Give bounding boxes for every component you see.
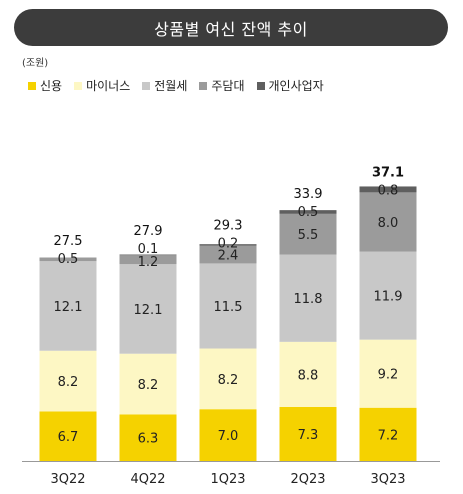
- data-label: 11.5: [214, 300, 243, 315]
- data-label: 0.1: [138, 242, 159, 257]
- data-label: 12.1: [54, 300, 83, 315]
- legend-item: 개인사업자: [256, 77, 324, 94]
- data-label: 8.2: [138, 378, 159, 393]
- data-label: 6.3: [138, 432, 159, 447]
- bar-segment: [39, 261, 97, 351]
- data-label: 9.2: [378, 368, 399, 383]
- bar-segment: [199, 348, 257, 410]
- legend-label: 개인사업자: [268, 79, 324, 93]
- bar-segment: [119, 414, 177, 461]
- legend-swatch: [74, 81, 83, 90]
- bar-segment: [199, 244, 257, 246]
- legend-label: 신용: [40, 79, 63, 93]
- x-tick-label: 3Q23: [370, 472, 405, 487]
- data-label: 1.2: [138, 255, 159, 270]
- data-label: 11.9: [374, 290, 403, 305]
- bar-segment: [279, 406, 337, 461]
- data-label: 7.2: [378, 428, 399, 443]
- bar-segment: [199, 245, 257, 264]
- legend-swatch: [199, 81, 208, 90]
- bar-segment: [199, 409, 257, 461]
- legend-label: 전월세: [154, 79, 188, 93]
- legend: 신용 마이너스 전월세 주담대 개인사업자: [28, 77, 324, 94]
- legend-item: 전월세: [142, 77, 187, 94]
- bar-segment: [279, 210, 337, 214]
- legend-label: 주담대: [211, 79, 245, 93]
- bar-segment: [279, 254, 337, 342]
- bar-segment: [39, 257, 97, 262]
- x-tick-label: 3Q22: [50, 472, 85, 487]
- bar-segment: [119, 353, 177, 415]
- bar-segment: [359, 251, 417, 340]
- total-label: 27.9: [134, 224, 163, 239]
- data-label: 2.4: [218, 249, 239, 264]
- bar-segment: [119, 264, 177, 354]
- total-label: 29.3: [214, 219, 243, 234]
- data-label: 8.2: [218, 373, 239, 388]
- data-label: 8.2: [58, 375, 79, 390]
- x-tick-label: 4Q22: [130, 472, 165, 487]
- bar-segment: [199, 263, 257, 349]
- data-label: 8.8: [298, 368, 319, 383]
- bar-segment: [119, 255, 177, 265]
- data-label: 7.0: [218, 429, 239, 444]
- total-label: 33.9: [294, 187, 323, 202]
- data-label: 11.8: [294, 292, 323, 307]
- bar-segment: [359, 339, 417, 408]
- unit-label: (조원): [22, 58, 49, 69]
- bar-segment: [279, 213, 337, 255]
- bar-segment: [359, 186, 417, 193]
- bar-segment: [359, 192, 417, 252]
- total-label: 37.1: [372, 165, 404, 180]
- bar-segment: [39, 411, 97, 461]
- data-label: 7.3: [298, 428, 319, 443]
- total-label: 27.5: [54, 234, 83, 249]
- data-label: 0.2: [218, 237, 239, 252]
- data-label: 5.5: [298, 228, 319, 243]
- data-label: 8.0: [378, 216, 399, 231]
- legend-swatch: [256, 81, 265, 90]
- x-tick-label: 2Q23: [290, 472, 325, 487]
- bar-segment: [359, 407, 417, 461]
- x-tick-label: 1Q23: [210, 472, 245, 487]
- bar-segment: [39, 350, 97, 412]
- data-label: 12.1: [134, 303, 163, 318]
- legend-swatch: [142, 81, 151, 90]
- data-label: 0.5: [298, 205, 319, 220]
- chart-title-bar: 상품별 여신 잔액 추이: [14, 9, 448, 46]
- legend-item: 주담대: [199, 77, 245, 94]
- legend-item: 마이너스: [74, 77, 130, 94]
- data-label: 6.7: [58, 430, 79, 445]
- legend-label: 마이너스: [86, 79, 131, 93]
- legend-item: 신용: [28, 77, 62, 94]
- bar-segment: [279, 341, 337, 407]
- data-label: 0.8: [378, 183, 399, 198]
- chart-title: 상품별 여신 잔액 추이: [154, 19, 308, 39]
- data-label: 0.5: [58, 252, 79, 267]
- bar-segment: [119, 254, 177, 256]
- legend-swatch: [28, 81, 36, 90]
